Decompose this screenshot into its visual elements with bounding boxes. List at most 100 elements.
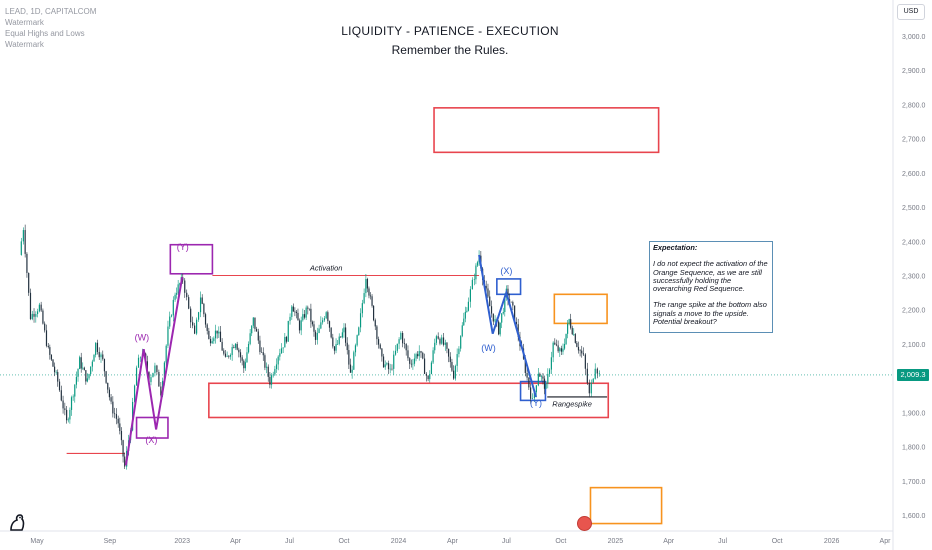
candle-body <box>548 369 551 374</box>
candle-body <box>476 262 479 266</box>
candle-body <box>473 279 475 280</box>
candle-body <box>110 397 112 402</box>
candle-body <box>328 321 331 328</box>
candle-body <box>85 370 87 382</box>
candle-body <box>420 351 422 353</box>
candle-body <box>323 318 326 321</box>
candle-body <box>229 355 232 357</box>
candle-body <box>79 357 81 370</box>
candle-body <box>550 357 552 370</box>
candle-body <box>528 377 530 388</box>
candle-body <box>413 358 416 364</box>
orange-sequence-box-lower <box>589 486 663 525</box>
candle-body <box>302 314 304 321</box>
candle-body <box>417 354 419 357</box>
us-flag-event-icon[interactable] <box>577 516 592 531</box>
candle-body <box>267 366 269 377</box>
candle-body <box>20 241 22 255</box>
candle-body <box>402 332 404 344</box>
candle-body <box>214 330 217 339</box>
candle-body <box>257 331 259 341</box>
candle-body <box>98 351 100 358</box>
candle-body <box>105 371 107 383</box>
candle-body <box>26 253 28 273</box>
candle-body <box>93 354 95 362</box>
candle-body <box>260 351 263 353</box>
candle-body <box>300 320 302 331</box>
candle-body <box>172 299 174 316</box>
candle-body <box>504 295 506 312</box>
candle-body <box>327 312 329 322</box>
candle-body <box>158 372 160 387</box>
x-tick-label: Apr <box>230 538 242 545</box>
candle-body <box>337 343 339 345</box>
candle-body <box>374 320 376 327</box>
candle-body <box>206 324 208 331</box>
candle-body <box>363 293 365 304</box>
candle-body <box>463 318 465 326</box>
candle-body <box>152 372 154 378</box>
candle-body <box>31 313 33 320</box>
candle-body <box>297 312 299 321</box>
candle-body <box>310 308 312 322</box>
candle-body <box>409 358 411 364</box>
candle-body <box>72 396 74 398</box>
currency-button[interactable]: USD <box>897 4 925 20</box>
label-rangespike: Rangespike <box>552 400 592 409</box>
candle-body <box>403 343 406 344</box>
note-paragraph-1: I do not expect the activation of the Or… <box>653 259 768 294</box>
candle-body <box>308 308 310 310</box>
candle-body <box>394 350 397 355</box>
label-x-blue: (X) <box>500 266 512 276</box>
candle-body <box>467 301 470 311</box>
candle-body <box>530 387 532 399</box>
candle-body <box>291 306 293 317</box>
candle-body <box>533 392 535 399</box>
candle-body <box>243 360 245 369</box>
candle-body <box>446 342 448 349</box>
candle-body <box>264 355 266 368</box>
red-range-zone <box>208 382 610 419</box>
candle-body <box>45 330 48 346</box>
candle-body <box>282 347 284 349</box>
candle-body <box>66 409 68 421</box>
candle-body <box>588 383 590 394</box>
candle-body <box>176 293 178 295</box>
x-tick-label: Oct <box>339 538 350 545</box>
candle-body <box>57 372 59 382</box>
candle-body <box>100 354 102 358</box>
candle-body <box>412 363 414 365</box>
candle-body <box>311 321 314 325</box>
candle-body <box>91 361 93 367</box>
candle-body <box>82 367 84 369</box>
candle-body <box>184 280 186 293</box>
candle-body <box>238 349 240 353</box>
candle-body <box>425 373 427 376</box>
candle-body <box>265 366 268 368</box>
candle-body <box>24 230 26 254</box>
candle-body <box>86 378 88 382</box>
y-tick-label: 1,800.0 <box>902 445 925 452</box>
candle-body <box>361 303 363 314</box>
candle-body <box>249 333 251 344</box>
y-tick-label: 2,800.0 <box>902 102 925 109</box>
candle-body <box>353 352 355 370</box>
candle-body <box>542 376 544 379</box>
candle-body <box>514 305 516 323</box>
x-tick-label: Sep <box>104 538 117 545</box>
candle-body <box>53 366 56 373</box>
candle-body <box>423 358 426 374</box>
purple-wave <box>124 277 184 466</box>
candle-body <box>492 313 494 322</box>
candle-body <box>115 414 118 419</box>
candle-body <box>344 327 347 343</box>
candle-body <box>256 328 258 332</box>
candle-body <box>247 343 250 353</box>
candle-body <box>398 339 400 344</box>
tradingview-logo-icon[interactable] <box>8 512 26 532</box>
candle-body <box>456 354 458 366</box>
x-tick-label: 2025 <box>608 538 624 545</box>
candle-body <box>83 367 85 371</box>
candle-body <box>379 344 381 349</box>
